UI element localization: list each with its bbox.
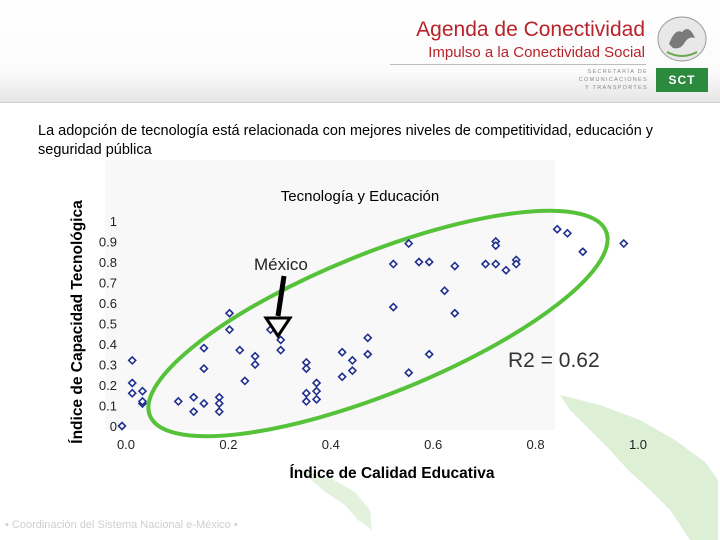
data-point <box>388 302 398 312</box>
data-point <box>276 345 286 355</box>
data-point <box>199 398 209 409</box>
data-point <box>480 259 491 269</box>
x-tick-label: 0.4 <box>322 437 340 452</box>
data-point <box>250 359 260 370</box>
data-point <box>363 333 373 343</box>
data-point <box>117 421 127 431</box>
eagle-seal-icon <box>657 16 707 62</box>
y-tick-label: 0.5 <box>99 317 117 332</box>
footer-text: • Coordinación del Sistema Nacional e-Mé… <box>5 519 238 531</box>
header-divider <box>390 64 646 65</box>
data-point <box>337 347 347 357</box>
data-point <box>250 351 260 361</box>
data-point <box>578 247 588 257</box>
y-tick-label: 0.3 <box>99 358 117 373</box>
data-point <box>311 394 322 404</box>
x-tick-label: 0.0 <box>117 437 135 452</box>
sct-logo: SCT <box>656 68 708 92</box>
y-axis-label: Índice de Capacidad Tecnológica <box>69 200 86 444</box>
data-point <box>562 228 573 238</box>
data-point <box>127 378 137 388</box>
secretaria-line-3: Y TRANSPORTES <box>584 85 648 91</box>
data-point <box>552 224 562 234</box>
y-tick-label: 0 <box>110 419 117 434</box>
mexico-label: México <box>254 255 308 274</box>
data-point <box>189 407 199 417</box>
data-point <box>424 257 434 267</box>
y-tick-label: 1 <box>110 214 117 229</box>
y-tick-label: 0.1 <box>99 399 117 414</box>
data-point <box>491 259 501 269</box>
data-point <box>199 363 209 374</box>
x-tick-label: 0.8 <box>527 437 545 452</box>
y-tick-label: 0.4 <box>99 337 117 352</box>
data-point <box>301 396 311 407</box>
y-tick-label: 0.2 <box>99 378 117 393</box>
data-point <box>137 386 148 396</box>
data-point <box>311 386 322 396</box>
data-point <box>235 345 245 355</box>
data-point <box>404 238 414 249</box>
data-point <box>450 308 460 318</box>
data-point <box>224 308 235 318</box>
x-tick-label: 0.6 <box>424 437 442 452</box>
y-tick-label: 0.9 <box>99 235 117 250</box>
data-point <box>491 240 501 251</box>
data-point <box>240 376 250 386</box>
data-point <box>414 257 424 267</box>
secretaria-text: SECRETARÍA DE COMUNICACIONES Y TRANSPORT… <box>576 68 648 92</box>
secretaria-line-2: COMUNICACIONES <box>578 77 648 83</box>
data-point <box>347 355 358 366</box>
data-point <box>501 265 511 275</box>
data-point <box>511 259 521 269</box>
data-point <box>199 343 209 353</box>
x-tick-label: 1.0 <box>629 437 647 452</box>
data-point <box>337 372 347 382</box>
data-point <box>173 396 183 407</box>
x-axis-label: Índice de Calidad Educativa <box>289 465 494 482</box>
data-point <box>224 325 235 335</box>
data-point <box>424 349 434 359</box>
data-point <box>347 366 358 376</box>
mexico-arrow <box>275 275 287 317</box>
secretaria-line-1: SECRETARÍA DE <box>587 69 648 75</box>
header-banner: Agenda de Conectividad Impulso a la Cone… <box>0 0 720 103</box>
chart-plot-bg <box>105 160 555 430</box>
chart-title: Tecnología y Educación <box>281 188 439 205</box>
data-point <box>301 363 311 374</box>
data-point <box>404 368 414 378</box>
data-point <box>363 349 373 359</box>
data-point <box>214 398 224 409</box>
data-point <box>127 355 137 366</box>
mexico-arrowhead <box>263 316 293 339</box>
header-subtitle: Impulso a la Conectividad Social <box>428 44 645 61</box>
data-point <box>619 238 629 249</box>
data-point <box>189 392 199 402</box>
data-point <box>439 286 450 296</box>
data-point <box>214 407 224 417</box>
mexico-map-watermark-small <box>300 470 372 530</box>
data-point <box>388 259 398 269</box>
data-point <box>276 335 286 345</box>
x-tick-label: 0.2 <box>219 437 237 452</box>
data-point <box>137 396 148 407</box>
header-title: Agenda de Conectividad <box>416 18 645 41</box>
data-point <box>450 261 460 271</box>
r2-label: R2 = 0.62 <box>508 349 600 372</box>
data-point <box>127 388 137 398</box>
data-point <box>301 388 311 398</box>
y-tick-label: 0.7 <box>99 276 117 291</box>
correlation-ellipse <box>146 208 610 439</box>
intro-text: La adopción de tecnología está relaciona… <box>38 123 654 158</box>
y-tick-label: 0.8 <box>99 255 117 270</box>
mexico-map-watermark <box>560 395 718 540</box>
data-point <box>311 378 322 388</box>
y-tick-label: 0.6 <box>99 296 117 311</box>
